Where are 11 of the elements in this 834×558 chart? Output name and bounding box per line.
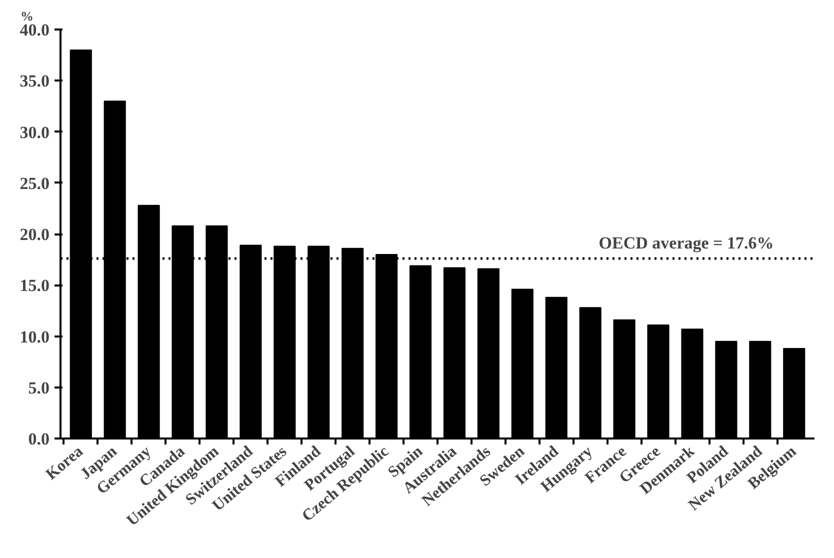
y-tick-label: 0.0 <box>28 430 50 448</box>
y-tick-label: 10.0 <box>20 327 50 346</box>
ref-line-label: OECD average = 17.6% <box>598 234 774 253</box>
y-tick-label: 40.0 <box>20 20 50 40</box>
y-tick-label: 5.0 <box>28 378 50 398</box>
y-tick-label: 30.0 <box>20 122 50 142</box>
y-tick-label: 25.0 <box>20 174 50 193</box>
y-axis-title: % <box>20 8 34 24</box>
y-tick-label: 15.0 <box>20 276 50 296</box>
y-tick-label: 35.0 <box>20 72 50 91</box>
y-tick-label: 20.0 <box>20 225 50 244</box>
